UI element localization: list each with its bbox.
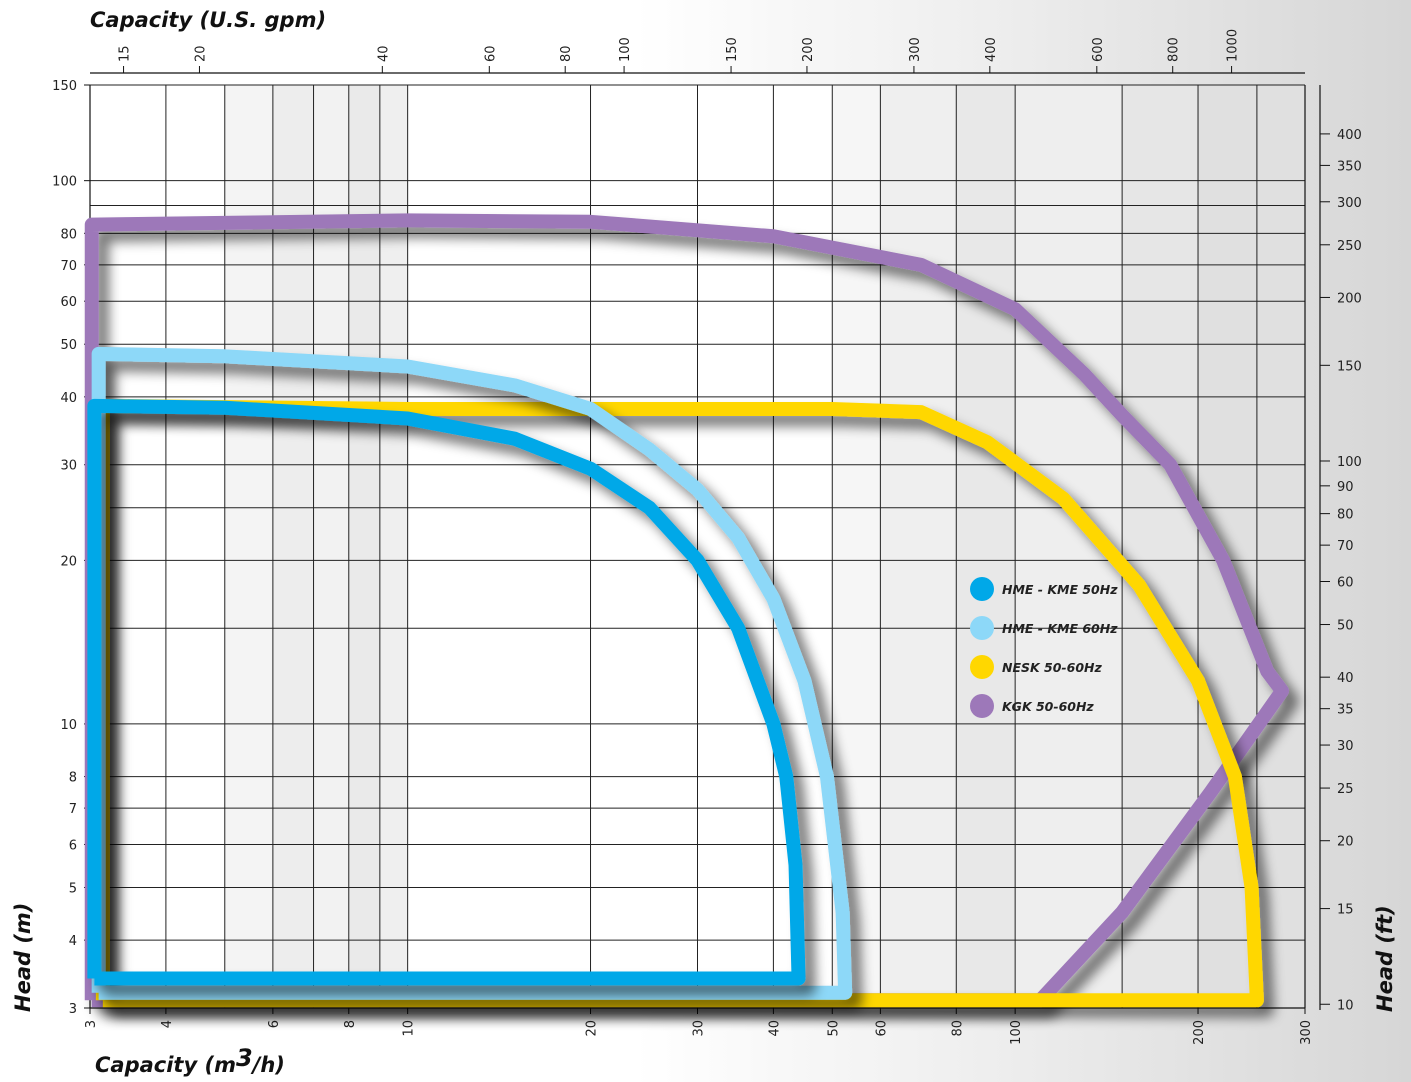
y-left-tick-label-70: 70 bbox=[60, 259, 77, 274]
series-kgk-50-60hz bbox=[84, 213, 1290, 1008]
x-bottom-tick-label-8: 8 bbox=[343, 1020, 358, 1028]
x-top-tick-label-400: 400 bbox=[984, 37, 999, 62]
legend-swatch-nesk-50-60hz bbox=[970, 655, 994, 679]
x-top-tick-label-1000: 1000 bbox=[1226, 29, 1241, 62]
background-band-2 bbox=[313, 85, 349, 1008]
x-top-tick-label-15: 15 bbox=[118, 45, 133, 62]
y-right-tick-label-350: 350 bbox=[1337, 159, 1362, 174]
y-right-tick-label-30: 30 bbox=[1337, 739, 1354, 754]
y-right-tick-label-100: 100 bbox=[1337, 455, 1362, 470]
background-band-3 bbox=[348, 85, 380, 1008]
y-left-axis-title: Head (m) bbox=[11, 903, 35, 1012]
y-right-tick-label-40: 40 bbox=[1337, 671, 1354, 686]
y-left-tick-label-3: 3 bbox=[69, 1002, 77, 1017]
legend-swatch-hme-kme-60hz bbox=[970, 616, 994, 640]
series-hme-kme-60hz bbox=[91, 346, 853, 1000]
series-curves bbox=[84, 213, 1290, 1008]
y-right-tick-label-200: 200 bbox=[1337, 291, 1362, 306]
y-right-tick-label-60: 60 bbox=[1337, 576, 1354, 591]
legend-label-hme-kme-60hz: HME - KME 60Hz bbox=[1002, 621, 1118, 636]
x-bottom-tick-label-30: 30 bbox=[692, 1020, 707, 1037]
x-bottom-tick-label-6: 6 bbox=[267, 1020, 282, 1028]
x-bottom-tick-label-4: 4 bbox=[160, 1020, 175, 1028]
y-right-axis-title: Head (ft) bbox=[1373, 905, 1397, 1012]
y-left-tick-label-30: 30 bbox=[60, 459, 77, 474]
x-bottom-tick-label-200: 200 bbox=[1192, 1020, 1207, 1045]
y-left-tick-label-40: 40 bbox=[60, 391, 77, 406]
legend-swatch-kgk-50-60hz bbox=[970, 694, 994, 718]
y-right-tick-label-250: 250 bbox=[1337, 239, 1362, 254]
y-left-tick-label-20: 20 bbox=[60, 554, 77, 569]
y-left-tick-label-100: 100 bbox=[52, 175, 77, 190]
x-top-tick-label-60: 60 bbox=[483, 45, 498, 62]
tick-labels: 3 4 6 8 10 20 30 40 50 60 80 100 200 300 15 20 40 60 80 100… bbox=[52, 29, 1362, 1045]
x-bottom-tick-label-10: 10 bbox=[402, 1020, 417, 1037]
y-left-tick-label-10: 10 bbox=[60, 718, 77, 733]
y-left-tick-label-6: 6 bbox=[69, 838, 77, 853]
x-bottom-title-prefix: Capacity (m bbox=[95, 1053, 236, 1077]
legend-label-hme-kme-50hz: HME - KME 50Hz bbox=[1002, 582, 1118, 597]
x-top-tick-label-20: 20 bbox=[193, 45, 208, 62]
x-bottom-tick-label-20: 20 bbox=[585, 1020, 600, 1037]
x-top-tick-label-40: 40 bbox=[376, 45, 391, 62]
x-bottom-tick-label-50: 50 bbox=[826, 1020, 841, 1037]
x-bottom-title-suffix: /h) bbox=[250, 1053, 285, 1077]
y-left-tick-label-7: 7 bbox=[69, 802, 77, 817]
y-right-tick-label-80: 80 bbox=[1337, 508, 1354, 523]
x-top-tick-label-80: 80 bbox=[559, 45, 574, 62]
x-bottom-tick-label-3: 3 bbox=[84, 1020, 99, 1028]
y-right-tick-label-15: 15 bbox=[1337, 903, 1354, 918]
y-left-tick-label-8: 8 bbox=[69, 771, 77, 786]
y-right-tick-label-70: 70 bbox=[1337, 539, 1354, 554]
y-right-tick-label-10: 10 bbox=[1337, 998, 1354, 1013]
legend: HME - KME 50Hz HME - KME 60Hz NESK 50-60Hz… bbox=[970, 577, 1118, 718]
x-bottom-tick-label-40: 40 bbox=[767, 1020, 782, 1037]
legend-swatch-hme-kme-50hz bbox=[970, 577, 994, 601]
x-top-tick-label-200: 200 bbox=[801, 37, 816, 62]
legend-label-kgk-50-60hz: KGK 50-60Hz bbox=[1002, 699, 1094, 714]
x-bottom-tick-label-60: 60 bbox=[874, 1020, 889, 1037]
axis-titles: Capacity (U.S. gpm) Capacity (m3/h) Head… bbox=[11, 8, 1397, 1077]
y-left-tick-label-50: 50 bbox=[60, 338, 77, 353]
y-left-tick-label-4: 4 bbox=[69, 934, 77, 949]
x-top-tick-label-600: 600 bbox=[1091, 37, 1106, 62]
x-top-tick-label-800: 800 bbox=[1167, 37, 1182, 62]
y-right-tick-label-300: 300 bbox=[1337, 196, 1362, 211]
x-bottom-tick-label-80: 80 bbox=[950, 1020, 965, 1037]
x-bottom-tick-label-100: 100 bbox=[1009, 1020, 1024, 1045]
x-top-tick-label-100: 100 bbox=[618, 37, 633, 62]
background-band-7 bbox=[956, 85, 1016, 1008]
y-right-tick-label-90: 90 bbox=[1337, 480, 1354, 495]
y-left-tick-label-80: 80 bbox=[60, 227, 77, 242]
x-top-tick-label-300: 300 bbox=[908, 37, 923, 62]
x-top-axis-title: Capacity (U.S. gpm) bbox=[90, 8, 326, 32]
y-right-tick-label-20: 20 bbox=[1337, 835, 1354, 850]
y-left-tick-label-150: 150 bbox=[52, 79, 77, 94]
background-band-6 bbox=[880, 85, 957, 1008]
background-band-4 bbox=[379, 85, 408, 1008]
x-top-tick-label-150: 150 bbox=[725, 37, 740, 62]
series-hme-kme-50hz bbox=[87, 398, 806, 986]
y-left-tick-label-60: 60 bbox=[60, 295, 77, 310]
background-band-0 bbox=[224, 85, 273, 1008]
x-bottom-tick-label-300: 300 bbox=[1299, 1020, 1314, 1045]
y-right-tick-label-35: 35 bbox=[1337, 703, 1354, 718]
y-right-tick-label-50: 50 bbox=[1337, 619, 1354, 634]
background-band-1 bbox=[272, 85, 314, 1008]
y-right-tick-label-25: 25 bbox=[1337, 782, 1354, 797]
y-right-tick-label-400: 400 bbox=[1337, 128, 1362, 143]
legend-label-nesk-50-60hz: NESK 50-60Hz bbox=[1002, 660, 1102, 675]
y-left-tick-label-5: 5 bbox=[69, 881, 77, 896]
series-nesk-50-60hz bbox=[95, 398, 1264, 1008]
y-right-tick-label-150: 150 bbox=[1337, 359, 1362, 374]
x-bottom-axis-title: Capacity (m3/h) bbox=[95, 1044, 285, 1077]
x-bottom-title-sup: 3 bbox=[236, 1044, 253, 1072]
